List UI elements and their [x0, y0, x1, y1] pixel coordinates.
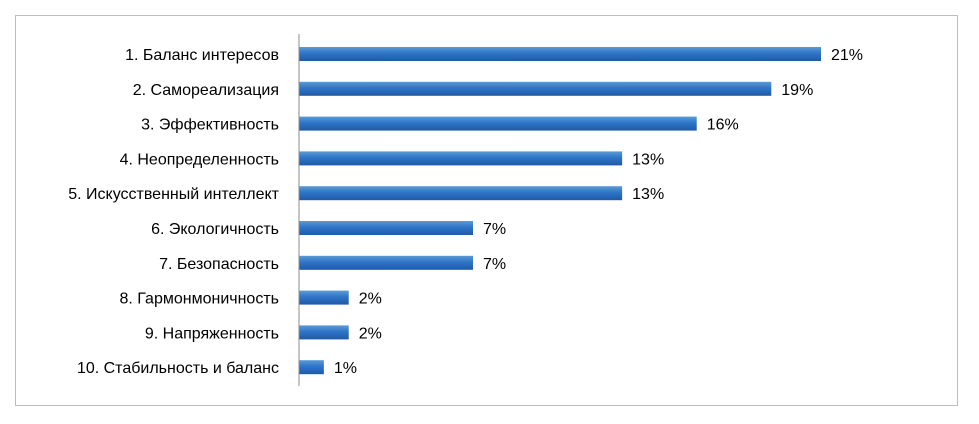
bar: [299, 255, 473, 270]
category-label: 9. Напряженность: [145, 325, 279, 342]
value-label: 19%: [781, 82, 813, 99]
value-label: 13%: [632, 186, 664, 203]
value-label: 16%: [707, 117, 739, 134]
category-label: 5. Искусственный интеллект: [68, 186, 279, 203]
category-label: 1. Баланс интересов: [125, 47, 279, 64]
bar: [299, 186, 623, 201]
value-label: 2%: [359, 291, 382, 308]
value-label: 13%: [632, 151, 664, 168]
value-label: 2%: [359, 325, 382, 342]
bar: [299, 151, 623, 166]
value-label: 21%: [831, 47, 863, 64]
value-label: 7%: [483, 221, 506, 238]
value-label: 1%: [334, 360, 357, 377]
category-label: 8. Гармонмоничность: [120, 291, 280, 308]
bar: [299, 116, 697, 131]
bar: [299, 290, 349, 305]
chart-frame: 1. Баланс интересов 21% 2. Самореализация 1…: [15, 15, 958, 406]
category-label: 10. Стабильность и баланс: [77, 360, 279, 377]
category-label: 2. Самореализация: [133, 82, 279, 99]
category-label: 6. Экологичность: [151, 221, 279, 238]
bar: [299, 325, 349, 340]
category-label: 3. Эффективность: [141, 117, 279, 134]
value-label: 7%: [483, 256, 506, 273]
bar: [299, 47, 821, 61]
bars-layer: 1. Баланс интересов 21% 2. Самореализация 1…: [68, 47, 863, 377]
bar-chart: 1. Баланс интересов 21% 2. Самореализация 1…: [68, 34, 863, 386]
bar: [299, 81, 772, 96]
bar: [299, 221, 473, 235]
bar: [299, 360, 324, 375]
category-label: 4. Неопределенность: [120, 151, 279, 168]
category-label: 7. Безопасность: [159, 256, 279, 273]
